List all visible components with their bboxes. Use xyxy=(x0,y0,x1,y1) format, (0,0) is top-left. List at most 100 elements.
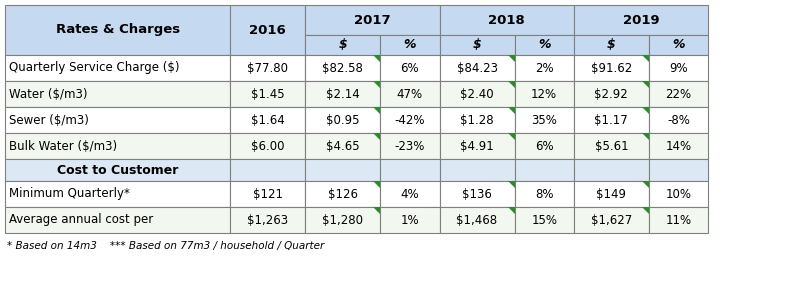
Bar xyxy=(514,181,574,207)
Text: %: % xyxy=(538,38,550,52)
Text: $1.28: $1.28 xyxy=(460,113,494,127)
Bar xyxy=(439,55,514,81)
Text: $1,468: $1,468 xyxy=(457,214,498,226)
Bar xyxy=(306,159,380,181)
Text: Quarterly Service Charge ($): Quarterly Service Charge ($) xyxy=(9,61,179,74)
Bar xyxy=(306,207,380,233)
Text: $82.58: $82.58 xyxy=(322,61,363,74)
Text: Average annual cost per: Average annual cost per xyxy=(9,214,154,226)
Text: Water ($/m3): Water ($/m3) xyxy=(9,88,87,100)
Polygon shape xyxy=(642,181,649,188)
Text: -8%: -8% xyxy=(667,113,690,127)
Bar xyxy=(380,55,439,81)
Bar xyxy=(439,159,514,181)
Bar xyxy=(380,133,439,159)
Bar xyxy=(649,133,708,159)
Bar xyxy=(306,181,380,207)
Bar xyxy=(380,81,439,107)
Bar xyxy=(306,133,380,159)
Text: $4.91: $4.91 xyxy=(460,140,494,152)
Text: $136: $136 xyxy=(462,188,492,200)
Polygon shape xyxy=(642,81,649,88)
Bar xyxy=(574,55,649,81)
Bar xyxy=(5,107,230,133)
Polygon shape xyxy=(374,207,380,214)
Text: 14%: 14% xyxy=(666,140,691,152)
Bar xyxy=(5,207,230,233)
Text: $1,263: $1,263 xyxy=(247,214,288,226)
Bar xyxy=(5,81,230,107)
Text: $1.64: $1.64 xyxy=(250,113,285,127)
Text: $84.23: $84.23 xyxy=(457,61,498,74)
Bar xyxy=(306,35,380,55)
Text: -42%: -42% xyxy=(394,113,425,127)
Text: $: $ xyxy=(607,38,616,52)
Text: 11%: 11% xyxy=(666,214,691,226)
Text: $1,627: $1,627 xyxy=(590,214,632,226)
Text: 2018: 2018 xyxy=(488,14,525,26)
Bar xyxy=(306,107,380,133)
Text: $91.62: $91.62 xyxy=(590,61,632,74)
Bar xyxy=(439,107,514,133)
Text: $6.00: $6.00 xyxy=(251,140,285,152)
Bar xyxy=(5,133,230,159)
Text: Rates & Charges: Rates & Charges xyxy=(55,23,180,37)
Bar xyxy=(574,35,649,55)
Bar xyxy=(574,159,649,181)
Bar xyxy=(514,207,574,233)
Bar xyxy=(230,207,306,233)
Bar xyxy=(380,35,439,55)
Polygon shape xyxy=(507,55,514,62)
Bar xyxy=(380,159,439,181)
Bar xyxy=(439,207,514,233)
Bar xyxy=(439,133,514,159)
Text: 2019: 2019 xyxy=(622,14,659,26)
Text: %: % xyxy=(404,38,416,52)
Bar xyxy=(514,81,574,107)
Bar xyxy=(230,107,306,133)
Polygon shape xyxy=(507,133,514,140)
Text: $5.61: $5.61 xyxy=(594,140,628,152)
Text: 2%: 2% xyxy=(535,61,554,74)
Bar xyxy=(230,159,306,181)
Bar xyxy=(306,81,380,107)
Polygon shape xyxy=(507,207,514,214)
Bar xyxy=(439,35,514,55)
Bar xyxy=(649,181,708,207)
Text: %: % xyxy=(672,38,685,52)
Bar xyxy=(649,207,708,233)
Text: 8%: 8% xyxy=(535,188,554,200)
Bar xyxy=(574,207,649,233)
Text: 6%: 6% xyxy=(535,140,554,152)
Text: $149: $149 xyxy=(596,188,626,200)
Polygon shape xyxy=(642,107,649,114)
Bar xyxy=(574,5,708,35)
Polygon shape xyxy=(642,133,649,140)
Text: 6%: 6% xyxy=(401,61,419,74)
Polygon shape xyxy=(374,107,380,114)
Text: 12%: 12% xyxy=(531,88,558,100)
Bar xyxy=(306,55,380,81)
Text: 15%: 15% xyxy=(531,214,557,226)
Text: 22%: 22% xyxy=(666,88,691,100)
Text: Minimum Quarterly*: Minimum Quarterly* xyxy=(9,188,130,200)
Text: -23%: -23% xyxy=(394,140,425,152)
Text: * Based on 14m3    *** Based on 77m3 / household / Quarter: * Based on 14m3 *** Based on 77m3 / hous… xyxy=(7,241,324,251)
Bar xyxy=(5,159,230,181)
Bar xyxy=(306,5,439,35)
Bar xyxy=(5,181,230,207)
Bar xyxy=(230,55,306,81)
Text: Cost to Customer: Cost to Customer xyxy=(57,164,178,176)
Text: $0.95: $0.95 xyxy=(326,113,359,127)
Text: $1,280: $1,280 xyxy=(322,214,363,226)
Text: 10%: 10% xyxy=(666,188,691,200)
Bar xyxy=(574,133,649,159)
Polygon shape xyxy=(374,133,380,140)
Bar xyxy=(574,107,649,133)
Bar xyxy=(574,181,649,207)
Text: 2017: 2017 xyxy=(354,14,390,26)
Polygon shape xyxy=(374,181,380,188)
Text: Bulk Water ($/m3): Bulk Water ($/m3) xyxy=(9,140,117,152)
Polygon shape xyxy=(642,55,649,62)
Bar xyxy=(439,5,574,35)
